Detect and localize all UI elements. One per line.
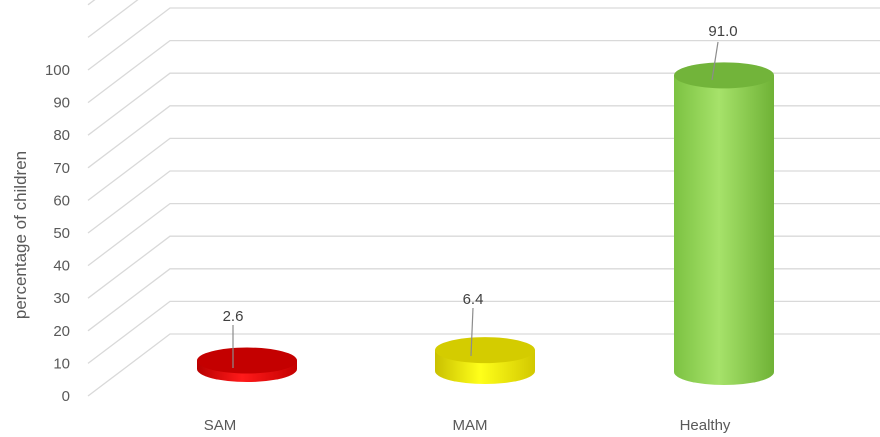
y-tick-label: 90 bbox=[53, 95, 70, 112]
bar-mam: 6.4 bbox=[435, 291, 535, 384]
y-tick-label: 20 bbox=[53, 323, 70, 340]
gridline bbox=[87, 268, 880, 332]
y-axis-ticks: 0 10 20 30 40 50 60 70 80 90 100 bbox=[45, 62, 70, 405]
bar-top bbox=[435, 337, 535, 364]
bar-top bbox=[197, 347, 297, 374]
gridline bbox=[87, 202, 880, 267]
y-tick-label: 10 bbox=[53, 355, 70, 372]
gridline bbox=[87, 300, 880, 364]
gridline bbox=[87, 39, 880, 104]
y-tick-label: 60 bbox=[53, 192, 70, 209]
gridline bbox=[87, 105, 880, 169]
data-label: 91.0 bbox=[708, 23, 737, 40]
gridlines bbox=[87, 0, 880, 397]
x-axis-categories: SAM MAM Healthy bbox=[204, 417, 731, 434]
y-tick-label: 80 bbox=[53, 127, 70, 144]
y-tick-label: 70 bbox=[53, 160, 70, 177]
gridline bbox=[87, 72, 880, 136]
y-tick-label: 0 bbox=[62, 388, 70, 405]
data-label: 6.4 bbox=[463, 291, 484, 308]
gridline bbox=[87, 0, 139, 38]
data-label-leader bbox=[470, 307, 474, 357]
data-label: 2.6 bbox=[223, 308, 244, 325]
y-tick-label: 40 bbox=[53, 258, 70, 275]
x-category-label: Healthy bbox=[680, 417, 731, 434]
bar-top bbox=[674, 62, 774, 89]
gridline bbox=[87, 170, 880, 234]
gridline bbox=[87, 0, 96, 6]
y-tick-label: 50 bbox=[53, 225, 70, 242]
bar-healthy: 91.0 bbox=[674, 23, 774, 385]
y-tick-label: 100 bbox=[45, 62, 70, 79]
gridline bbox=[87, 333, 880, 397]
y-axis-label: percentage of children bbox=[11, 151, 30, 319]
data-label-leader bbox=[711, 41, 719, 81]
gridline bbox=[87, 235, 880, 299]
gridline bbox=[87, 7, 880, 71]
x-category-label: SAM bbox=[204, 417, 237, 434]
bars: 2.6 6.4 91.0 bbox=[197, 23, 774, 385]
x-category-label: MAM bbox=[453, 417, 488, 434]
gridline bbox=[87, 137, 880, 201]
bar-body bbox=[674, 75, 774, 385]
y-tick-label: 30 bbox=[53, 290, 70, 307]
bar-sam: 2.6 bbox=[197, 308, 297, 382]
